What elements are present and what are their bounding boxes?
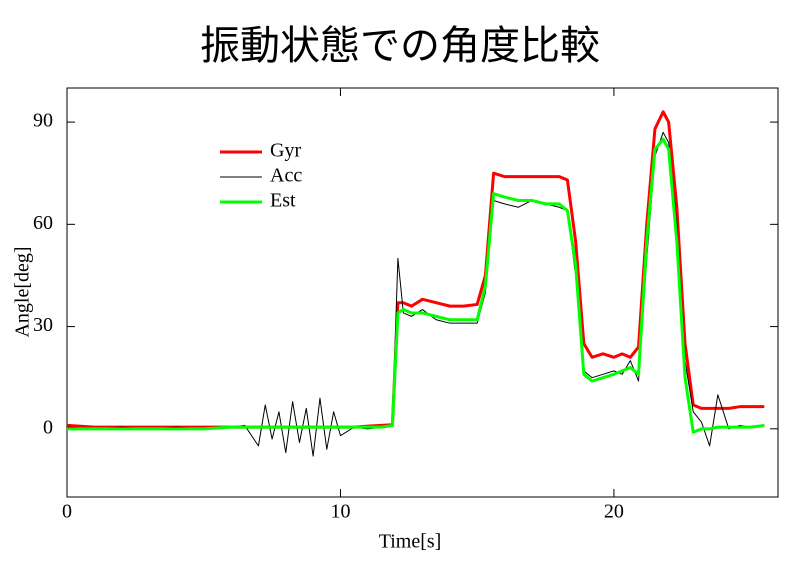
series-line — [66, 110, 765, 429]
x-tick-label: 10 — [330, 501, 350, 523]
series-line — [67, 137, 765, 434]
series-line — [66, 131, 765, 457]
y-tick-label: 90 — [33, 110, 53, 132]
x-tick-label: 0 — [62, 501, 72, 523]
chart-title: 振動状態での角度比較 — [200, 23, 600, 69]
y-tick-label: 0 — [43, 416, 53, 438]
y-tick-label: 60 — [33, 212, 53, 234]
x-tick-label: 20 — [604, 501, 624, 523]
plot-frame — [66, 87, 779, 498]
legend-label: Acc — [270, 165, 302, 187]
y-axis-label: Angle[deg] — [12, 246, 34, 337]
x-axis-label: Time[s] — [379, 531, 442, 553]
legend-label: Est — [270, 190, 296, 212]
y-tick-label: 30 — [33, 314, 53, 336]
legend-label: Gyr — [270, 140, 301, 162]
